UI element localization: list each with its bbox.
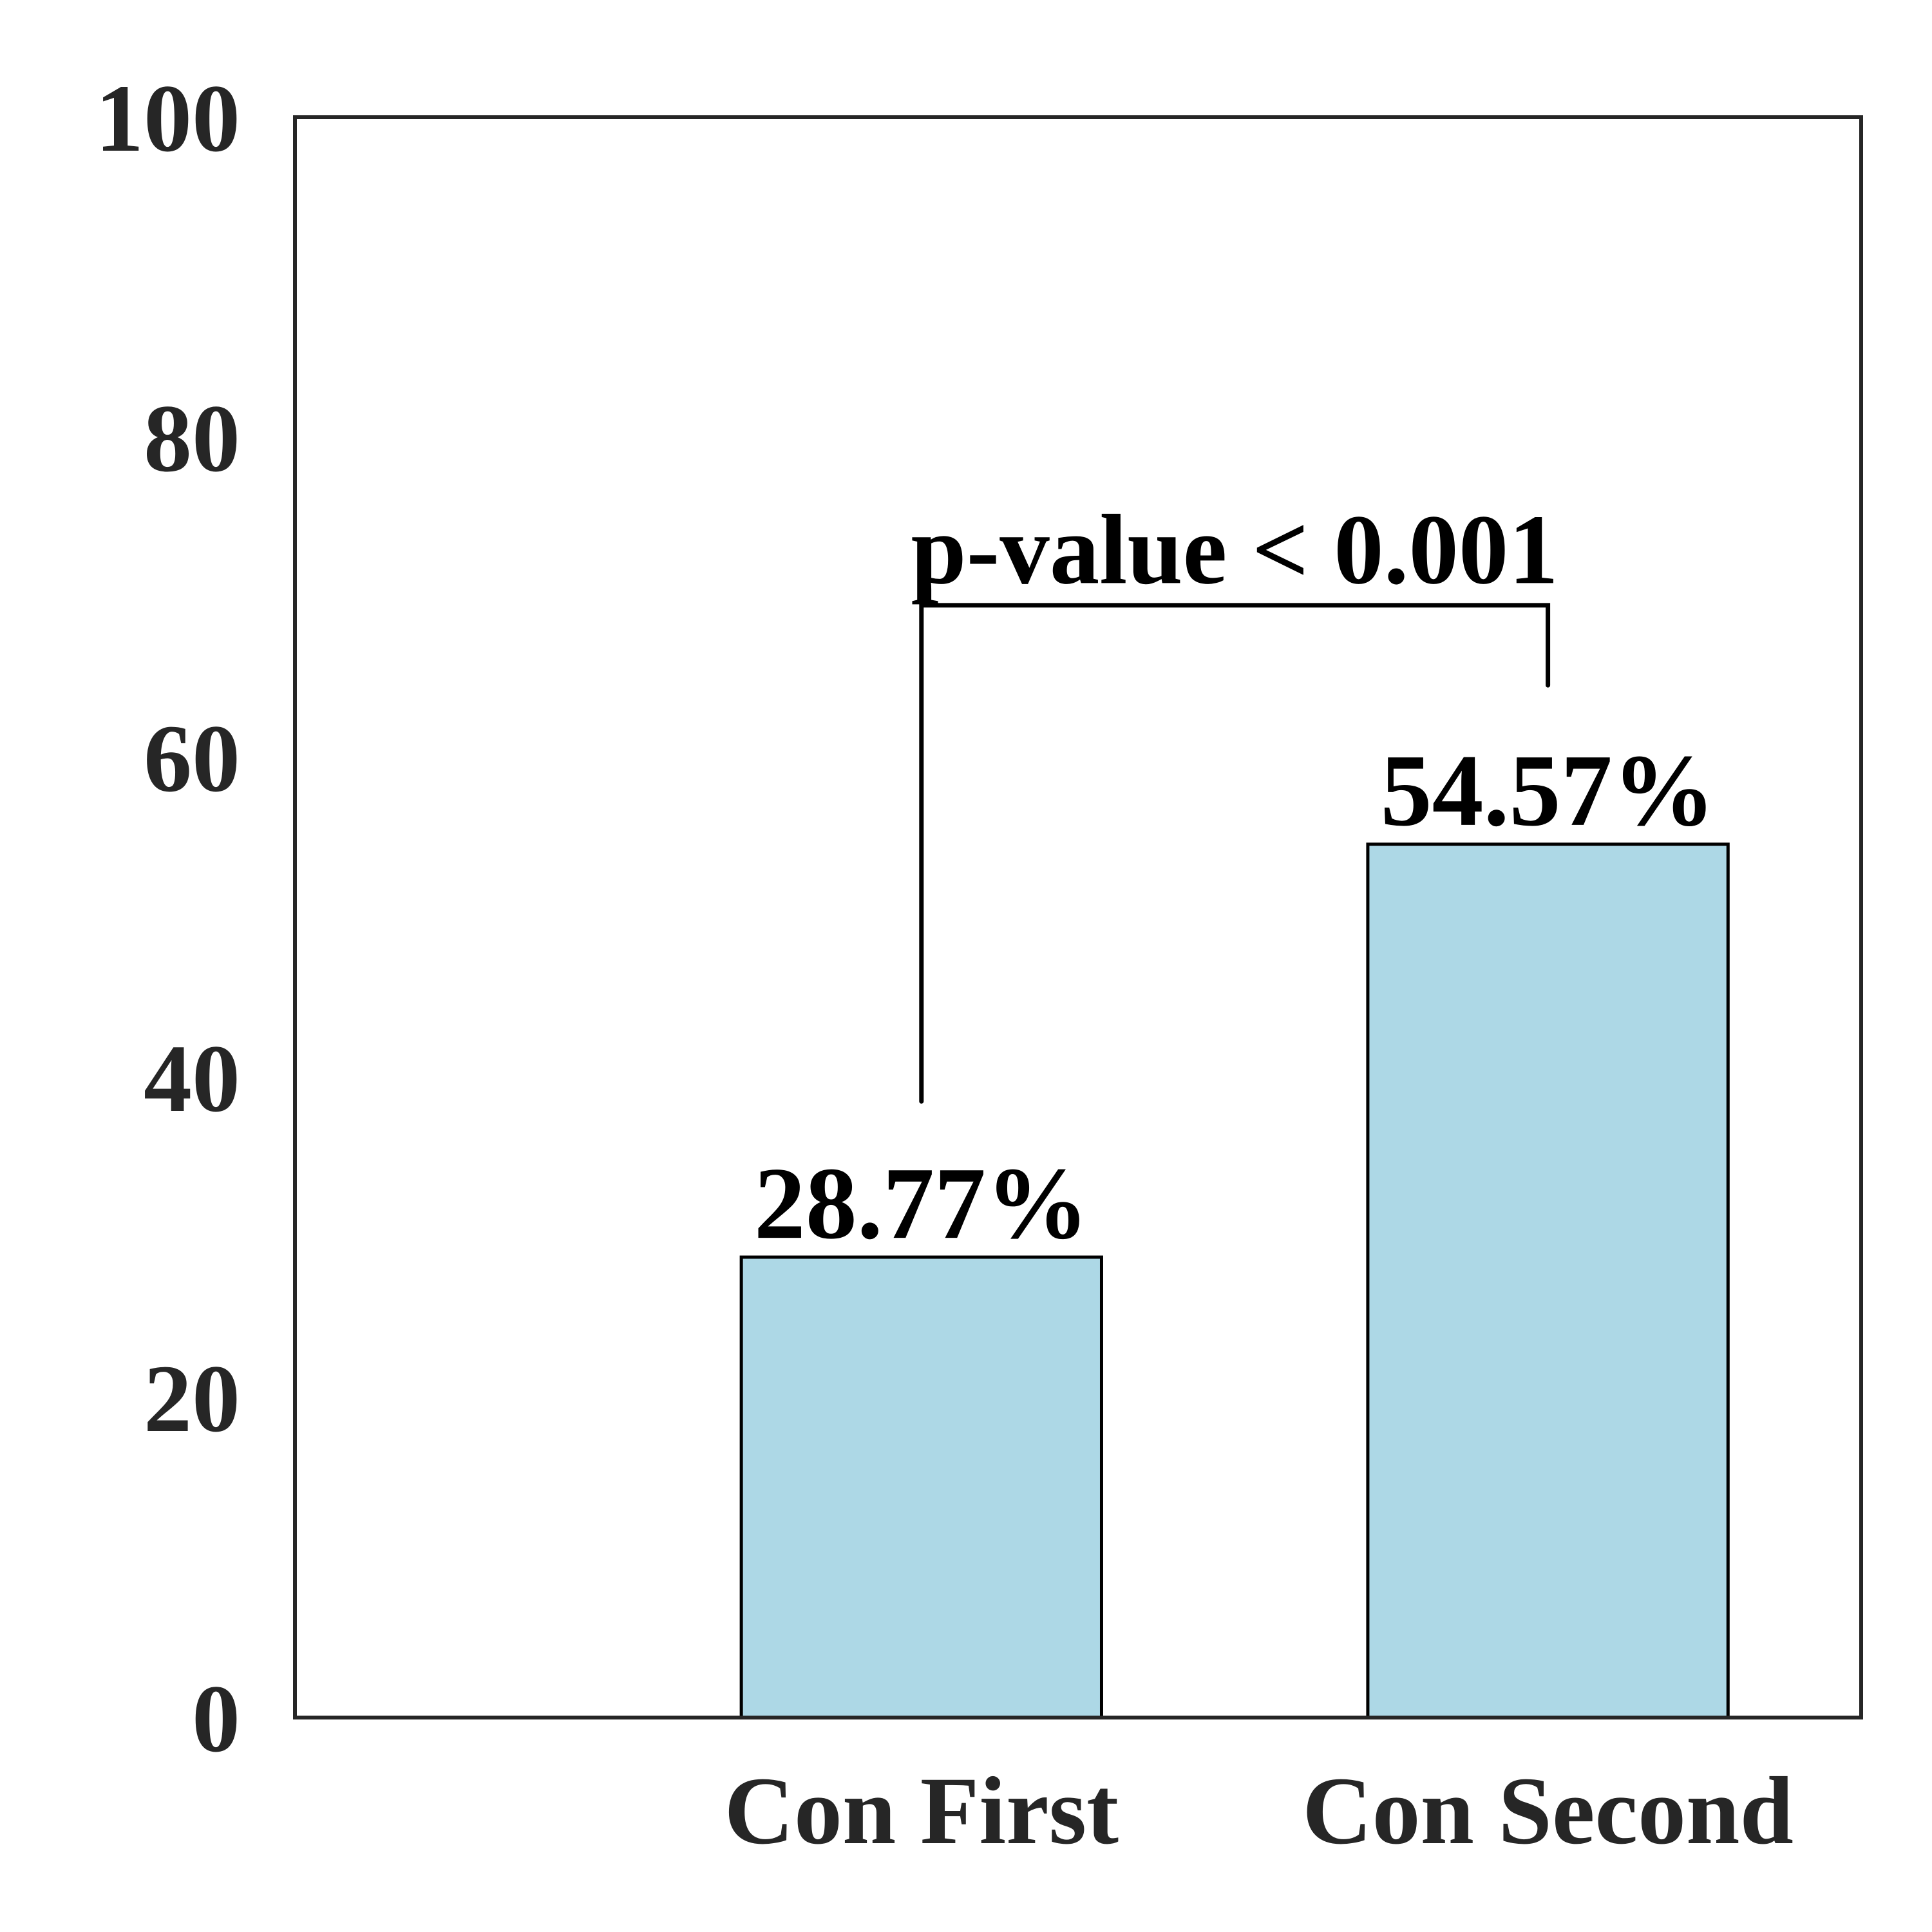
p-value-label: p-value < 0.001 [911,494,1558,605]
bar-value-label: 28.77% [754,1146,1089,1260]
significance-annotation: p-value < 0.001 [911,494,1558,1104]
y-tick-label: 40 [144,1025,240,1132]
plot-frame [293,115,1863,1719]
bar-value-label: 54.57% [1381,733,1716,848]
y-tick-label: 0 [192,1665,240,1772]
y-tick-label: 60 [144,705,240,812]
bar-con-first [739,1255,1103,1719]
y-tick-label: 20 [144,1345,240,1452]
y-axis-ticks: 0 20 40 60 80 100 [95,65,240,1772]
y-tick-label: 80 [144,385,240,492]
significance-bracket [919,603,1551,1104]
y-tick-label: 100 [95,65,240,172]
data-labels: 28.77% 54.57% [754,733,1716,1260]
bars-layer [739,842,1730,1719]
x-axis-ticks: Con First Con Second [724,1757,1794,1864]
x-tick-label: Con First [724,1757,1119,1864]
x-tick-label: Con Second [1302,1757,1794,1864]
bar-con-second [1366,842,1730,1719]
